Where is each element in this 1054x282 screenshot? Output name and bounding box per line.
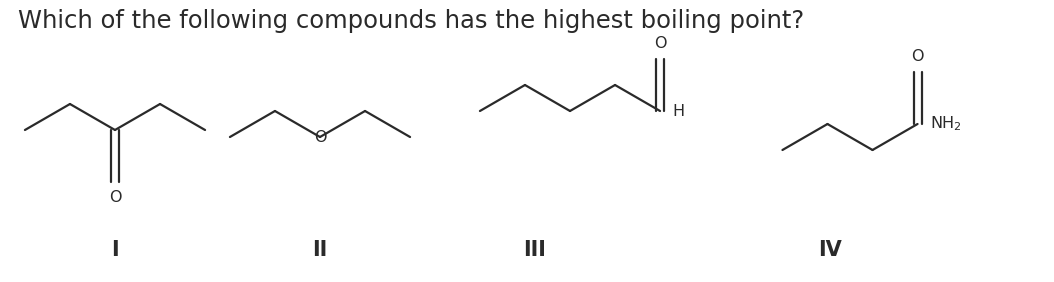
- Text: O: O: [109, 190, 121, 205]
- Text: Which of the following compounds has the highest boiling point?: Which of the following compounds has the…: [18, 9, 804, 33]
- Text: O: O: [314, 129, 327, 144]
- Text: H: H: [672, 103, 684, 118]
- Text: I: I: [111, 240, 119, 260]
- Text: IV: IV: [818, 240, 842, 260]
- Text: NH$_2$: NH$_2$: [930, 115, 961, 133]
- Text: O: O: [912, 49, 923, 64]
- Text: O: O: [653, 36, 666, 51]
- Text: II: II: [312, 240, 328, 260]
- Text: III: III: [524, 240, 546, 260]
